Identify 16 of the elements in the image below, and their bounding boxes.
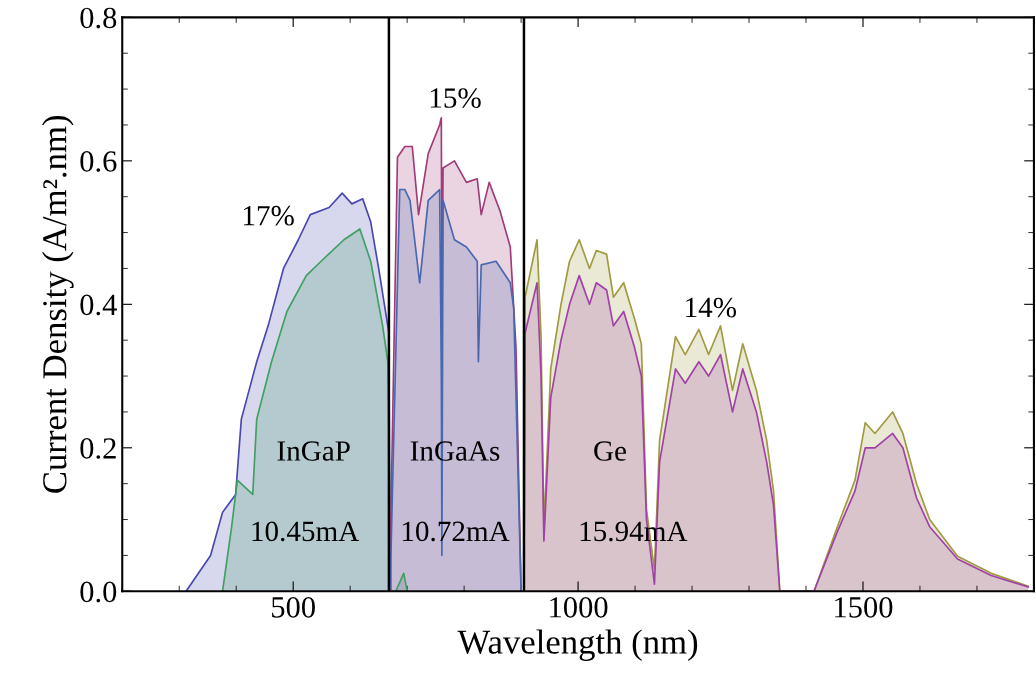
x-tick-label: 1500: [835, 597, 893, 618]
annotation: 17%: [243, 205, 294, 226]
y-tick-label: 0.4: [80, 294, 117, 316]
annotation: 10.45mA: [252, 521, 360, 542]
annotation: InGaP: [277, 441, 350, 461]
x-axis-title: Wavelength (nm): [457, 629, 698, 661]
y-tick-label: 0.6: [80, 151, 117, 172]
annotation: Ge: [594, 441, 626, 461]
y-tick-label: 0.8: [80, 7, 117, 29]
x-tick-label: 500: [272, 597, 315, 618]
annotation: 15%: [430, 88, 481, 108]
x-tick-label: 1000: [550, 597, 608, 618]
y-tick-label: 0.2: [80, 438, 116, 459]
annotation: 14%: [686, 297, 737, 318]
y-axis-title: Current Density (A/m².nm): [42, 115, 74, 493]
y-tick-label: 0.0: [80, 581, 117, 603]
